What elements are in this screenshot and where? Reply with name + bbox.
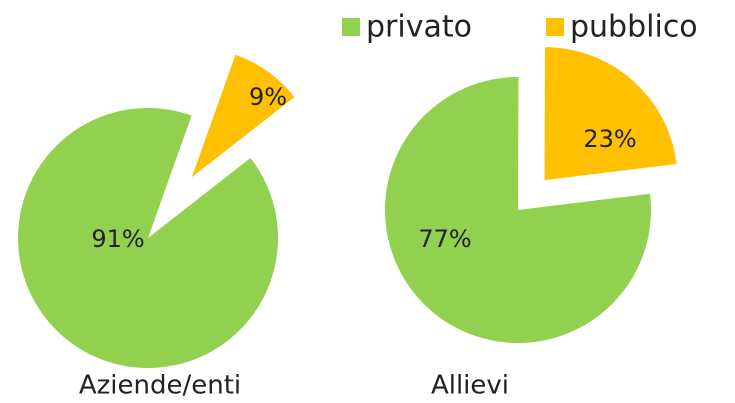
legend-swatch bbox=[546, 18, 564, 36]
chart-title: Allievi bbox=[431, 371, 509, 401]
legend-label: privato bbox=[366, 10, 472, 45]
pie-slice bbox=[385, 76, 652, 344]
legend-swatch bbox=[342, 18, 360, 36]
pie-slice bbox=[18, 107, 279, 368]
pie-slice bbox=[544, 47, 677, 181]
data-label: 77% bbox=[418, 225, 471, 253]
legend-label: pubblico bbox=[570, 10, 698, 45]
data-label: 91% bbox=[91, 225, 144, 253]
chart-title: Aziende/enti bbox=[79, 371, 241, 401]
data-label: 9% bbox=[249, 83, 287, 111]
data-label: 23% bbox=[583, 125, 636, 153]
pie-slice bbox=[191, 54, 295, 178]
